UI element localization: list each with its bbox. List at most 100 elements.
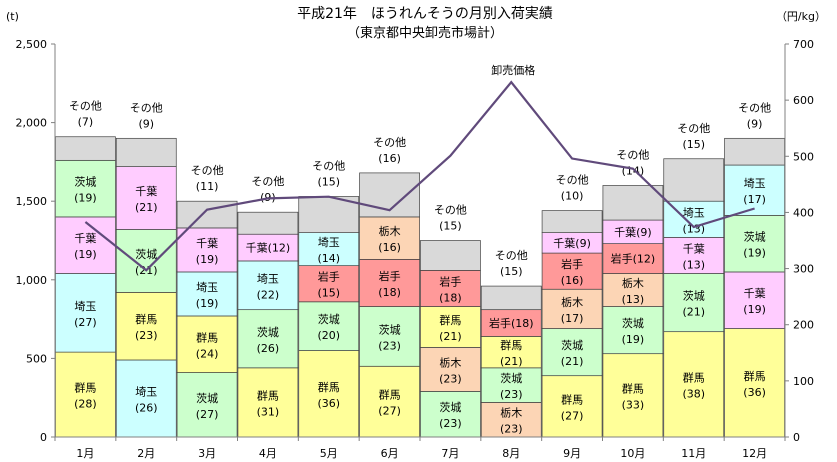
bar-segment-label: 群馬	[257, 388, 279, 402]
bar-segment	[176, 372, 238, 438]
x-tick-label: 5月	[320, 447, 338, 460]
bar-segment-label: 埼玉	[196, 280, 218, 294]
bar-segment-pct: (26)	[257, 342, 280, 355]
bar-segment-pct: (9)	[747, 117, 763, 130]
bar-segment-label: その他	[251, 175, 284, 188]
bar-segment	[663, 158, 725, 202]
bar-segment-pct: (16)	[561, 274, 584, 287]
bar-segment-label: 茨城	[318, 312, 340, 326]
bar-segment-pct: (19)	[622, 333, 645, 346]
bar-segment-label: 茨城	[744, 230, 766, 244]
bar-segment	[237, 211, 299, 235]
bar-segment	[602, 353, 664, 438]
bar-segment-pct: (21)	[135, 201, 158, 214]
bar-segment-pct: (19)	[74, 192, 97, 205]
bar-segment-label: 千葉(9)	[553, 236, 591, 250]
x-tick-label: 12月	[742, 447, 767, 460]
bar-segment-label: 埼玉	[74, 299, 96, 313]
bar-segment	[115, 229, 177, 293]
bar-segment	[480, 309, 542, 337]
bar-segment-label: 岩手	[439, 274, 461, 288]
bar-segment	[724, 214, 785, 273]
bar-segment	[298, 232, 360, 267]
bar-segment-label: 岩手(12)	[611, 252, 656, 266]
bar-segment-label: 群馬	[439, 313, 461, 327]
x-tick-label: 9月	[563, 447, 581, 460]
bar-segment-label: 栃木	[561, 295, 583, 309]
bar-segment-pct: (19)	[196, 253, 219, 266]
bar-segment-pct: (27)	[561, 409, 584, 422]
bar-segment-label: 茨城	[500, 371, 522, 385]
bar-segment-pct: (15)	[317, 287, 340, 300]
axis-lines	[54, 44, 786, 441]
x-tick-label: 6月	[381, 447, 399, 460]
bar-segment-label: 埼玉	[257, 271, 279, 285]
bar-segment-label: 千葉	[744, 286, 766, 300]
bar-segment-pct: (23)	[135, 329, 158, 342]
bar-segment-pct: (13)	[622, 293, 645, 306]
y-right-tick-label: 200	[793, 319, 814, 332]
bar-segment-pct: (27)	[74, 316, 97, 329]
y-right-tick-label: 500	[793, 150, 814, 163]
bar-segment-pct: (36)	[317, 397, 340, 410]
bar-segment-pct: (22)	[257, 288, 280, 301]
bar-segment-pct: (18)	[378, 286, 401, 299]
bar-segment-pct: (11)	[196, 180, 219, 193]
bar-segment	[359, 365, 420, 438]
bar-segment-label: 埼玉	[135, 384, 157, 398]
y-right-tick-label: 600	[793, 94, 814, 107]
bar-segment-label: 茨城	[439, 400, 461, 414]
bar-segment-pct: (31)	[257, 405, 280, 418]
bar-segment-pct: (28)	[74, 398, 97, 411]
bar-segment-label: 千葉(9)	[614, 225, 652, 239]
bar-segment-label: 群馬	[74, 381, 96, 395]
bar-segment-label: 栃木	[439, 355, 461, 369]
y-left-axis: 0 500 1,000 1,500 2,000 2,500	[16, 38, 55, 444]
bar-segment-label: その他	[495, 249, 528, 262]
bar-segment-pct: (23)	[439, 372, 462, 385]
x-tick-label: 1月	[76, 447, 94, 460]
bar-segment-pct: (7)	[78, 116, 94, 129]
bar-segment-label: その他	[556, 174, 589, 187]
x-tick-label: 10月	[620, 447, 645, 460]
bar-segment-label: 栃木	[622, 276, 644, 290]
bar-segment-pct: (38)	[682, 387, 705, 400]
bar-segment-label: 群馬	[196, 330, 218, 344]
bar-segment-label: 群馬	[683, 370, 705, 384]
bar-segment	[602, 306, 664, 355]
bar-segment-pct: (21)	[682, 306, 705, 319]
bar-segment	[115, 292, 177, 361]
bar-segment-pct: (17)	[743, 193, 766, 206]
bar-segment	[724, 137, 785, 166]
bar-segment	[176, 315, 238, 373]
bar-segment-label: 茨城	[196, 391, 218, 405]
bar-segment-pct: (9)	[138, 117, 154, 130]
bar-segment-pct: (19)	[743, 247, 766, 260]
bar-segment-pct: (23)	[500, 423, 523, 436]
price-line-path	[84, 80, 755, 272]
bar-segment	[420, 240, 481, 271]
y-right-tick-label: 100	[793, 375, 814, 388]
bar-segment-label: 群馬	[500, 338, 522, 352]
bar-segment	[602, 243, 664, 274]
bar-segment	[420, 347, 481, 392]
bar-stacks: 群馬 (28) 埼玉 (27) 千葉 (19) 茨城 (19) その他 (7) 埼玉 (26) 群馬 (2…	[55, 100, 785, 438]
bar-segment	[298, 196, 360, 233]
x-tick-label: 3月	[198, 447, 216, 460]
y-left-tick-label: 2,000	[16, 117, 48, 130]
bar-segment	[724, 328, 785, 438]
bar-segment-label: その他	[130, 101, 163, 114]
x-tick-label: 8月	[502, 447, 520, 460]
bar-segment-pct: (15)	[317, 175, 340, 188]
bar-segment-pct: (27)	[196, 408, 219, 421]
bar-segment-label: 千葉	[196, 236, 218, 250]
bar-segment-pct: (19)	[743, 303, 766, 316]
bar-segment	[663, 273, 725, 333]
bar-segment-pct: (21)	[561, 355, 584, 368]
chart-title: 平成21年 ほうれんそうの月別入荷実績	[297, 6, 553, 22]
bar-segment-pct: (18)	[439, 291, 462, 304]
bar-segment-label: その他	[191, 164, 224, 177]
bar-segment	[115, 359, 177, 438]
bar-segment	[480, 367, 542, 403]
y-left-unit: (t)	[6, 10, 19, 23]
